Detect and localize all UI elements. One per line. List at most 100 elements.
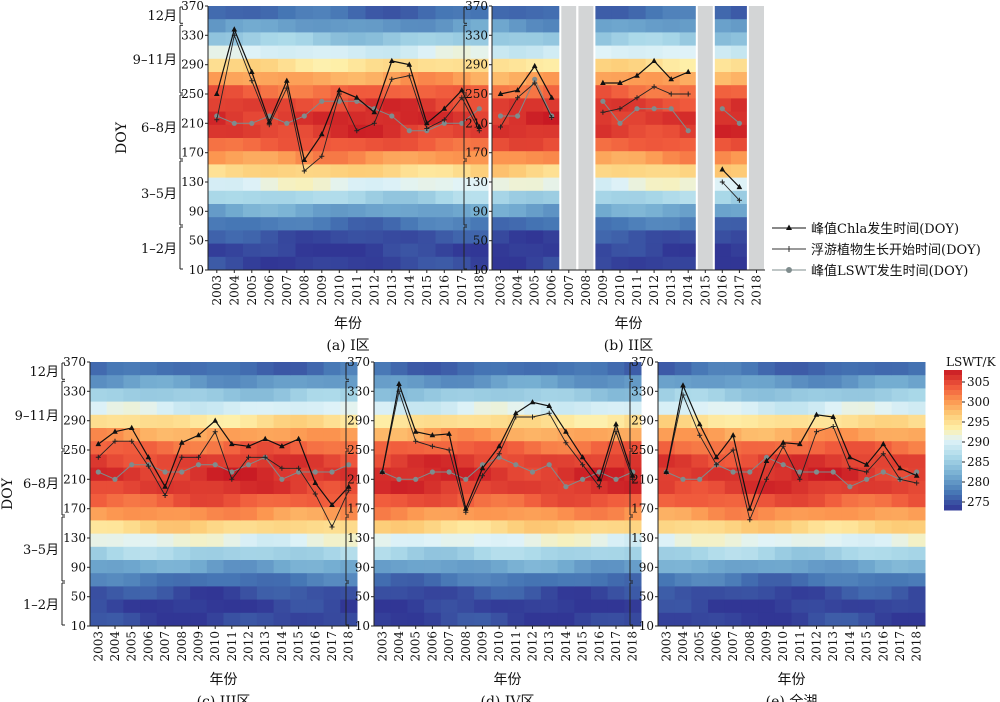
heat-cell	[492, 72, 510, 86]
colorbar-segment	[944, 485, 962, 491]
heat-cell	[278, 217, 296, 231]
heat-cell	[340, 362, 358, 376]
heat-cell	[841, 586, 859, 601]
heat-cell	[624, 520, 642, 535]
series-lswt-peak	[95, 454, 352, 482]
heat-cell	[340, 414, 358, 429]
heat-cell	[708, 480, 726, 495]
heat-cell	[662, 177, 681, 192]
lswt-peak-point	[463, 476, 469, 482]
heat-cell	[713, 138, 732, 152]
heat-cell	[674, 414, 692, 429]
heat-cell	[492, 177, 510, 192]
heat-cell	[543, 58, 561, 73]
x-tick-label: 2006	[262, 275, 276, 306]
heat-cell	[457, 599, 475, 614]
heat-cell	[645, 177, 664, 192]
heat-cell	[330, 151, 349, 165]
series-line	[216, 27, 480, 162]
heat-cell	[540, 520, 559, 535]
month-bracket	[345, 450, 349, 516]
heat-cell	[374, 494, 392, 508]
heat-cell	[470, 58, 489, 73]
heat-cell	[628, 45, 647, 60]
x-tick-label: 2010	[776, 631, 790, 662]
lswt-peak-point	[229, 469, 235, 475]
y-tick-label: 290	[347, 414, 370, 428]
y-tick-label: 250	[63, 443, 86, 457]
heat-cell	[674, 494, 692, 508]
heat-cell	[824, 362, 843, 376]
heat-cell	[365, 217, 384, 231]
heat-cell	[390, 599, 408, 614]
chla-peak-point	[563, 428, 569, 434]
x-tick-label: 2005	[528, 275, 542, 306]
heat-cell	[223, 507, 241, 521]
lswt-peak-point	[797, 469, 803, 475]
heat-cell	[791, 428, 809, 442]
heat-cell	[390, 480, 408, 495]
heat-cell	[206, 507, 224, 521]
heat-cell	[140, 520, 158, 535]
heat-cell	[611, 124, 629, 139]
heat-cell	[140, 546, 158, 561]
heat-cell	[628, 230, 647, 245]
x-tick-label: 2011	[793, 631, 807, 662]
chla-peak-point	[379, 468, 386, 474]
heat-cell	[908, 573, 926, 587]
heat-cell	[557, 612, 575, 627]
heat-cell	[240, 507, 258, 521]
heat-cell	[708, 560, 726, 574]
heat-cell	[713, 243, 732, 258]
growth-start-point	[476, 128, 482, 134]
heat-cell	[457, 388, 475, 403]
month-label: 1–2月	[141, 242, 177, 257]
heat-cell	[824, 401, 843, 416]
chla-peak-point	[231, 26, 238, 32]
lswt-peak-point	[651, 106, 657, 112]
heat-cell	[348, 32, 366, 47]
heat-cell	[440, 520, 458, 535]
heat-cell	[858, 507, 876, 521]
x-tick-label: 2011	[630, 275, 644, 306]
y-tick-label: 90	[71, 560, 86, 574]
heat-cell	[574, 401, 592, 416]
heat-cell	[156, 454, 174, 469]
lswt-peak-point	[719, 106, 725, 112]
heat-cell	[383, 256, 401, 271]
heat-cell	[260, 151, 279, 165]
gap-column-2015	[696, 6, 715, 270]
heat-cell	[624, 480, 642, 495]
heat-cell	[90, 520, 108, 535]
heat-cell	[611, 243, 629, 258]
heat-cell	[390, 546, 408, 561]
heat-cell	[306, 573, 325, 587]
series-line	[216, 100, 480, 132]
lswt-peak-point	[429, 469, 435, 475]
heat-cell	[791, 533, 809, 548]
month-bracket: 9–11月	[15, 380, 65, 450]
heat-cell	[330, 111, 349, 126]
growth-start-point	[296, 465, 302, 471]
heat-cell	[313, 85, 331, 99]
growth-start-point	[697, 432, 703, 438]
heat-cell	[208, 72, 226, 86]
heat-cell	[90, 480, 108, 495]
heat-cell	[243, 98, 261, 113]
heat-cell	[758, 546, 776, 561]
heat-cell	[240, 533, 258, 548]
heat-cell	[490, 599, 508, 614]
heat-cell	[908, 414, 926, 429]
chla-peak-point	[913, 472, 920, 478]
heat-cell	[490, 454, 508, 469]
heat-cell	[611, 6, 629, 20]
heat-cell	[260, 124, 279, 139]
colorbar-segment	[944, 495, 962, 501]
heat-cell	[440, 414, 458, 429]
heat-cell	[470, 190, 489, 205]
heat-cell	[208, 230, 226, 245]
heat-cell	[543, 164, 561, 179]
y-tick-label: 210	[181, 116, 204, 130]
heat-cell	[774, 507, 792, 521]
heat-cell	[123, 546, 141, 561]
